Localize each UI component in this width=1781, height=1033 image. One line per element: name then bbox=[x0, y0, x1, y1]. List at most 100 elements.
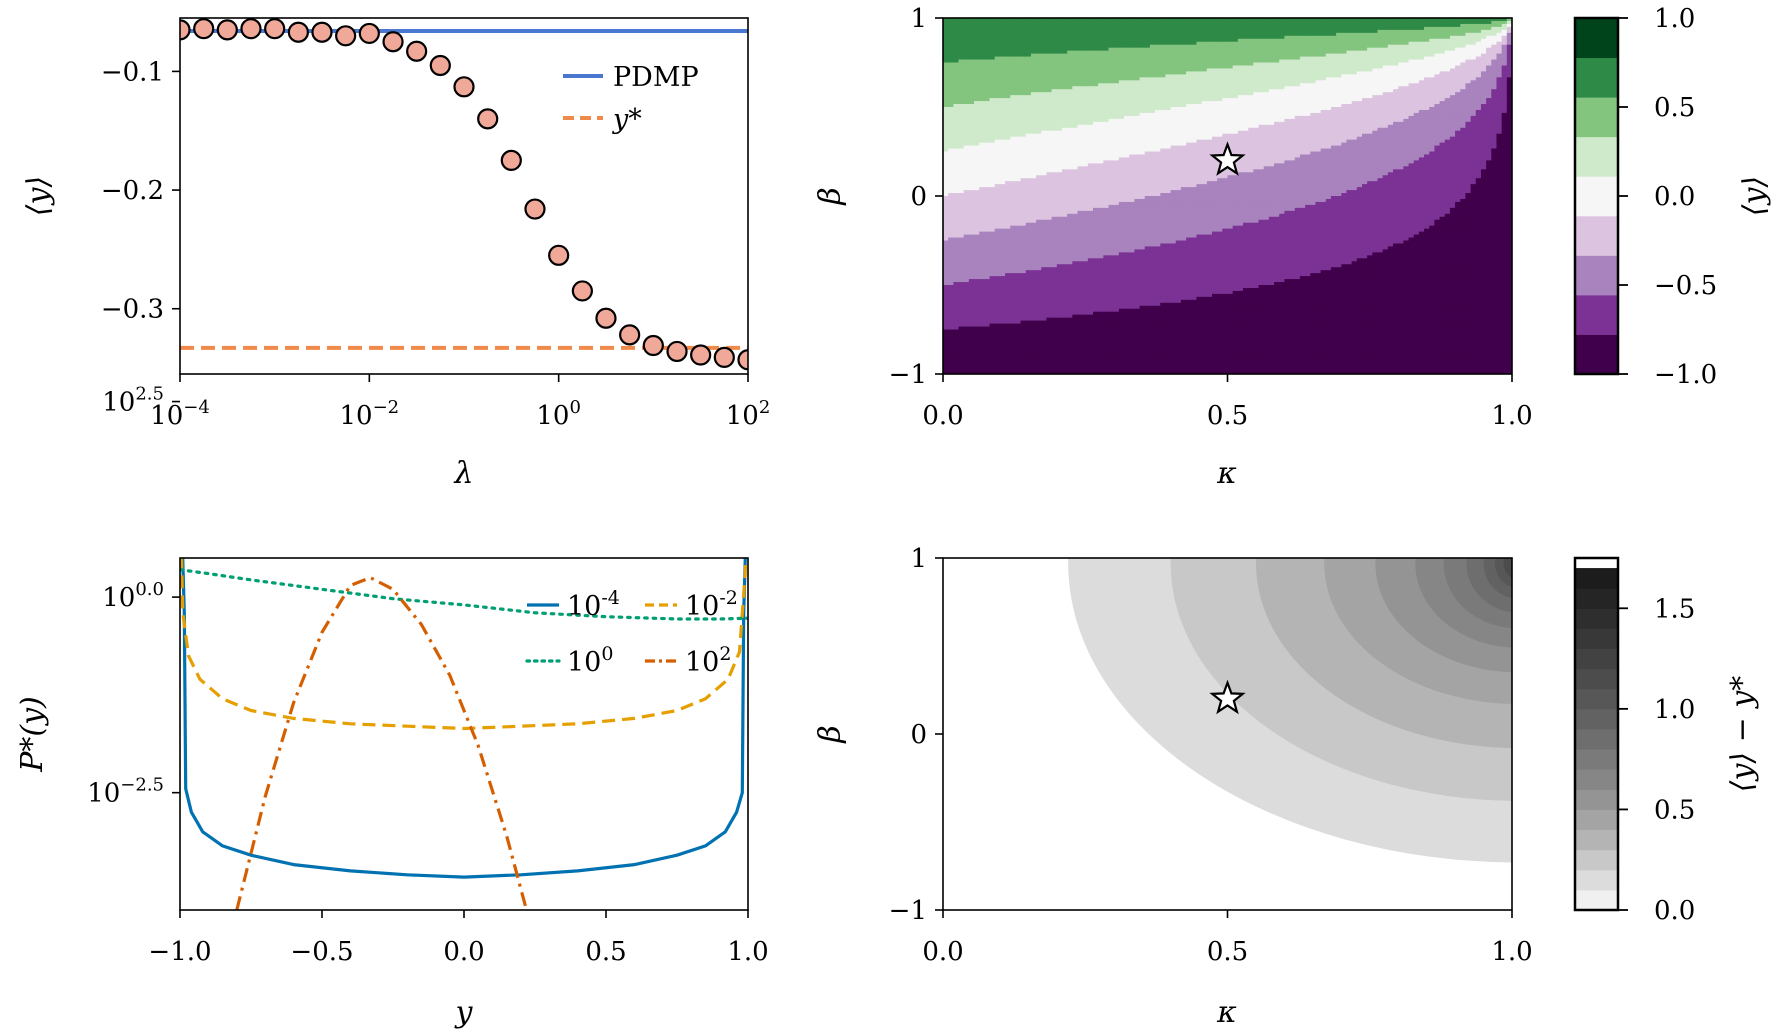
map-cell bbox=[1067, 130, 1073, 135]
map-cell bbox=[1036, 207, 1042, 212]
map-cell bbox=[974, 353, 980, 357]
map-cell bbox=[984, 118, 991, 123]
map-cell bbox=[1077, 65, 1084, 70]
map-cell bbox=[1025, 163, 1032, 167]
map-cell bbox=[1139, 101, 1146, 105]
map-cell bbox=[994, 329, 1001, 334]
map-cell bbox=[1098, 305, 1104, 310]
map-cell bbox=[1077, 225, 1084, 230]
map-cell bbox=[1056, 38, 1063, 43]
map-cell bbox=[1015, 329, 1022, 334]
map-cell bbox=[1134, 332, 1141, 337]
map-cell bbox=[948, 193, 954, 197]
map-cell bbox=[1010, 77, 1017, 81]
map-cell bbox=[1129, 127, 1135, 132]
map-cell bbox=[1056, 98, 1063, 102]
map-cell bbox=[1025, 302, 1032, 307]
map-cell bbox=[974, 181, 980, 185]
map-cell bbox=[1077, 237, 1084, 242]
map-cell bbox=[1020, 35, 1027, 40]
map-cell bbox=[948, 169, 954, 173]
map-cell bbox=[1072, 68, 1079, 72]
map-cell bbox=[1072, 62, 1079, 67]
map-cell bbox=[1041, 136, 1048, 141]
map-cell bbox=[1041, 101, 1048, 105]
map-cell bbox=[1020, 68, 1027, 72]
map-cell bbox=[948, 228, 954, 233]
map-cell bbox=[968, 210, 975, 215]
map-cell bbox=[1103, 107, 1110, 111]
map-cell bbox=[1139, 80, 1146, 84]
map-cell bbox=[1030, 86, 1037, 90]
map-cell bbox=[994, 38, 1001, 43]
map-cell bbox=[1103, 273, 1110, 277]
map-cell bbox=[953, 225, 960, 230]
map-cell bbox=[989, 368, 996, 372]
map-cell bbox=[1149, 279, 1156, 283]
map-cell bbox=[1061, 181, 1068, 185]
map-cell bbox=[1149, 127, 1156, 132]
map-cell bbox=[1098, 148, 1104, 153]
map-cell bbox=[1098, 53, 1104, 58]
map-cell bbox=[948, 163, 954, 167]
map-cell bbox=[943, 341, 949, 345]
map-cell bbox=[1072, 231, 1079, 236]
map-cell bbox=[1093, 139, 1099, 144]
map-cell bbox=[1061, 270, 1068, 274]
map-cell bbox=[1067, 142, 1073, 147]
map-cell bbox=[948, 317, 954, 322]
map-cell bbox=[1134, 276, 1141, 280]
map-cell bbox=[1051, 184, 1058, 188]
map-cell bbox=[1087, 109, 1094, 114]
map-cell bbox=[1061, 353, 1068, 357]
map-cell bbox=[1103, 157, 1110, 161]
map-cell bbox=[1087, 44, 1094, 49]
map-cell bbox=[1098, 270, 1104, 274]
map-cell bbox=[1030, 32, 1037, 37]
map-cell bbox=[974, 276, 980, 280]
map-cell bbox=[1041, 282, 1048, 286]
map-cell bbox=[979, 282, 985, 286]
map-cell bbox=[1113, 296, 1120, 301]
map-cell bbox=[948, 371, 954, 374]
map-cell bbox=[1010, 121, 1017, 126]
map-cell bbox=[1149, 109, 1156, 114]
map-cell bbox=[1124, 368, 1130, 372]
map-cell bbox=[1129, 83, 1135, 87]
map-cell bbox=[1108, 261, 1115, 265]
map-cell bbox=[943, 124, 949, 129]
map-cell bbox=[1082, 127, 1089, 132]
map-cell bbox=[979, 118, 985, 123]
map-cell bbox=[1005, 273, 1011, 277]
map-cell bbox=[948, 71, 954, 75]
map-cell bbox=[1108, 157, 1115, 161]
map-cell bbox=[1067, 115, 1073, 120]
map-cell bbox=[963, 89, 970, 93]
map-cell bbox=[1020, 187, 1027, 191]
map-cell bbox=[1015, 41, 1022, 46]
map-cell bbox=[984, 296, 991, 301]
map-cell bbox=[1051, 35, 1058, 40]
map-cell bbox=[989, 86, 996, 90]
map-cell bbox=[1046, 314, 1053, 319]
map-cell bbox=[1087, 77, 1094, 81]
map-cell bbox=[1129, 350, 1135, 354]
map-cell bbox=[943, 160, 949, 164]
map-cell bbox=[1015, 65, 1022, 70]
map-cell bbox=[953, 142, 960, 147]
map-cell bbox=[1139, 112, 1146, 117]
map-cell bbox=[1108, 273, 1115, 277]
map-cell bbox=[1103, 290, 1110, 295]
map-cell bbox=[1025, 166, 1032, 170]
map-cell bbox=[968, 166, 975, 170]
map-cell bbox=[1087, 243, 1094, 248]
map-cell bbox=[1144, 225, 1151, 230]
map-cell bbox=[1093, 136, 1099, 141]
map-cell bbox=[984, 181, 991, 185]
map-cell bbox=[1005, 264, 1011, 268]
map-cell bbox=[1082, 255, 1089, 259]
map-cell bbox=[968, 279, 975, 283]
map-cell bbox=[1072, 317, 1079, 322]
map-cell bbox=[1020, 290, 1027, 295]
map-cell bbox=[1108, 26, 1115, 31]
